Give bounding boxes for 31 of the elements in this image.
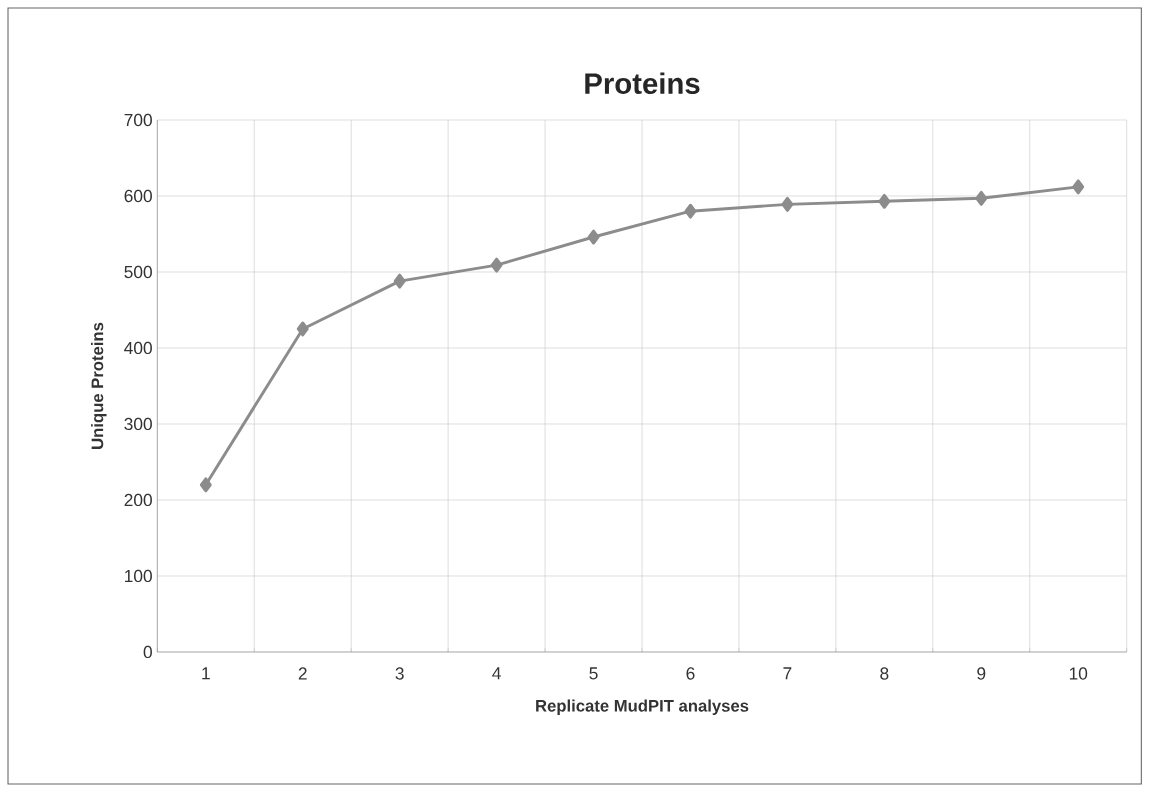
point <box>199 477 212 493</box>
y-tick-label: 300 <box>124 417 152 431</box>
point <box>490 257 503 273</box>
point <box>393 273 406 289</box>
point <box>975 190 988 206</box>
y-tick-label: 400 <box>124 341 152 355</box>
x-tick-label: 6 <box>686 667 695 680</box>
point <box>1072 179 1085 195</box>
x-tick-label: 2 <box>298 667 307 680</box>
point <box>684 203 697 219</box>
y-tick-label: 200 <box>124 493 152 507</box>
y-tick-label: 100 <box>125 569 152 583</box>
x-tick-label: 1 <box>202 667 210 680</box>
x-tick-label: 10 <box>1069 667 1088 680</box>
y-tick-label: 0 <box>143 645 152 659</box>
x-tick-label: 5 <box>589 667 598 680</box>
x-tick-label: 9 <box>977 667 986 680</box>
x-tick-label: 8 <box>880 667 889 680</box>
point <box>878 193 891 209</box>
y-axis-title: Unique Proteins <box>91 322 107 449</box>
chart-title: Proteins <box>585 72 700 94</box>
y-tick-label: 700 <box>124 113 152 127</box>
point <box>587 229 600 245</box>
y-tick-label: 600 <box>124 189 152 203</box>
point <box>296 321 309 337</box>
x-axis-title: Replicate MudPIT analyses <box>536 699 749 715</box>
y-tick-label: 500 <box>124 265 152 279</box>
x-tick-label: 7 <box>783 667 792 680</box>
x-tick-label: 3 <box>395 667 404 680</box>
point <box>781 196 794 212</box>
x-tick-label: 4 <box>492 667 501 680</box>
